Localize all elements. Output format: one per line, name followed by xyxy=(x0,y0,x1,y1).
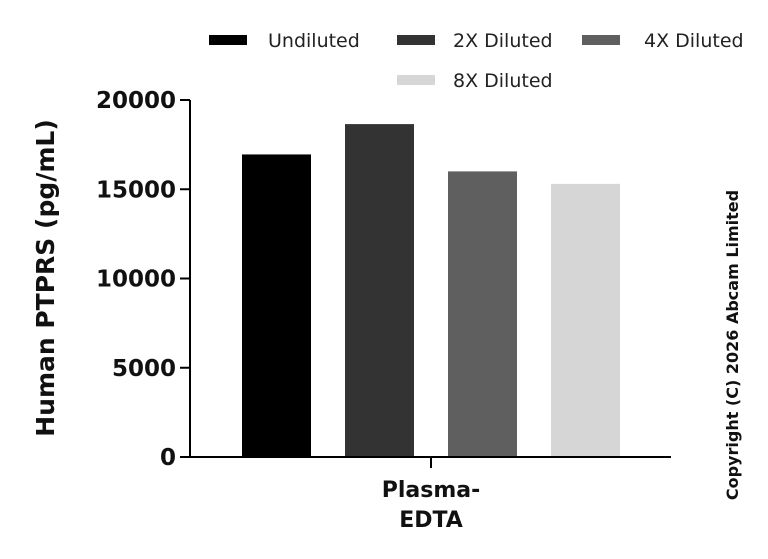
legend-item: Undiluted xyxy=(209,30,360,52)
y-tick-label: 20000 xyxy=(96,88,176,114)
legend-swatch xyxy=(209,35,247,45)
legend-swatch xyxy=(397,75,435,85)
legend-item: 2X Diluted xyxy=(397,30,553,52)
bars xyxy=(242,124,620,457)
x-category-label-line: EDTA xyxy=(399,508,463,533)
legend-label: 8X Diluted xyxy=(453,70,553,92)
legend-label: 4X Diluted xyxy=(644,30,744,52)
copyright-text: Copyright (C) 2026 Abcam Limited xyxy=(723,190,742,500)
bar-undiluted xyxy=(242,154,311,457)
x-category-label-line: Plasma- xyxy=(382,478,481,503)
y-tick-label: 5000 xyxy=(112,356,176,382)
legend: Undiluted 2X Diluted 4X Diluted 8X Diluted xyxy=(209,30,744,92)
legend-swatch xyxy=(582,35,620,45)
x-category: Plasma- EDTA xyxy=(382,457,481,533)
bar-4x-diluted xyxy=(448,171,517,457)
bar-2x-diluted xyxy=(345,124,414,457)
y-axis-title: Human PTPRS (pg/mL) xyxy=(31,119,60,437)
legend-label: Undiluted xyxy=(268,30,360,52)
legend-item: 8X Diluted xyxy=(397,70,553,92)
y-tick-label: 10000 xyxy=(96,267,176,293)
y-tick-label: 0 xyxy=(160,445,176,471)
legend-label: 2X Diluted xyxy=(453,30,553,52)
y-ticks: 0 5000 10000 15000 20000 xyxy=(96,88,190,471)
legend-swatch xyxy=(397,35,435,45)
bar-8x-diluted xyxy=(551,183,620,457)
y-tick-label: 15000 xyxy=(96,177,176,203)
legend-item: 4X Diluted xyxy=(582,30,744,52)
